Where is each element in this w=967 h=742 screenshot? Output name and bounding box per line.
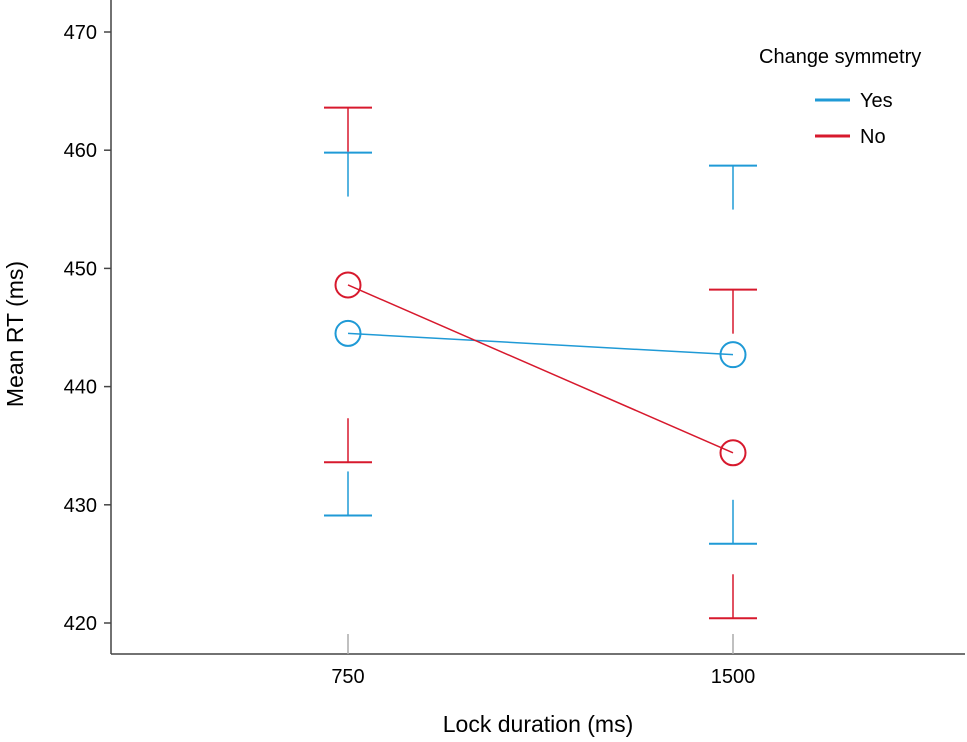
- y-tick-label: 470: [64, 22, 97, 44]
- series-no: [324, 106, 757, 620]
- data-point: [334, 271, 362, 299]
- series-line: [347, 284, 734, 454]
- y-tick-label: 430: [64, 495, 97, 517]
- x-axis-ticks: 750 1500: [331, 634, 755, 688]
- y-axis-title: Mean RT (ms): [2, 261, 28, 407]
- x-tick-label: 750: [331, 666, 364, 688]
- series-yes: [324, 151, 757, 545]
- legend-title: Change symmetry: [759, 46, 921, 68]
- x-axis-title: Lock duration (ms): [443, 711, 633, 737]
- series-line: [347, 332, 734, 356]
- data-point: [719, 341, 747, 369]
- y-axis-ticks: 420 430 440 450 460 470: [64, 22, 111, 635]
- x-tick-label: 1500: [711, 666, 756, 688]
- legend-label-no: No: [860, 126, 886, 148]
- y-tick-label: 420: [64, 613, 97, 635]
- legend-label-yes: Yes: [860, 90, 893, 112]
- data-point: [334, 319, 362, 347]
- plot-area: [324, 106, 757, 620]
- y-tick-label: 450: [64, 258, 97, 280]
- y-tick-label: 440: [64, 377, 97, 399]
- legend: Change symmetry Yes No: [759, 46, 921, 148]
- data-point: [719, 439, 747, 467]
- y-tick-label: 460: [64, 140, 97, 162]
